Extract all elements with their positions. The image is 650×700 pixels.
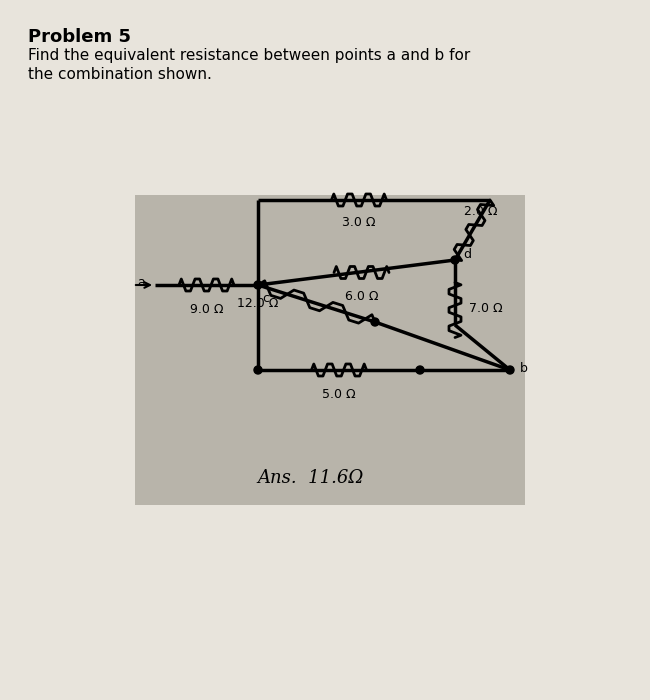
Text: Ans.  11.6Ω: Ans. 11.6Ω bbox=[257, 469, 363, 487]
Text: c: c bbox=[263, 293, 270, 305]
Text: 5.0 Ω: 5.0 Ω bbox=[322, 388, 356, 401]
Circle shape bbox=[254, 366, 262, 374]
Circle shape bbox=[416, 366, 424, 374]
Bar bbox=[135, 195, 525, 505]
Circle shape bbox=[371, 318, 379, 326]
Text: 2.0 Ω: 2.0 Ω bbox=[465, 205, 498, 218]
Circle shape bbox=[254, 281, 262, 289]
Text: the combination shown.: the combination shown. bbox=[28, 67, 212, 82]
Circle shape bbox=[451, 256, 459, 264]
Circle shape bbox=[506, 366, 514, 374]
Text: 3.0 Ω: 3.0 Ω bbox=[343, 216, 376, 229]
Text: 12.0 Ω: 12.0 Ω bbox=[237, 297, 278, 310]
Text: Find the equivalent resistance between points a and b for: Find the equivalent resistance between p… bbox=[28, 48, 470, 63]
Text: b: b bbox=[520, 361, 528, 374]
Text: 9.0 Ω: 9.0 Ω bbox=[190, 303, 223, 316]
Text: 6.0 Ω: 6.0 Ω bbox=[344, 290, 378, 304]
Text: d: d bbox=[463, 248, 471, 260]
Text: 7.0 Ω: 7.0 Ω bbox=[469, 302, 502, 314]
Text: Problem 5: Problem 5 bbox=[28, 28, 131, 46]
Text: a: a bbox=[137, 276, 145, 290]
